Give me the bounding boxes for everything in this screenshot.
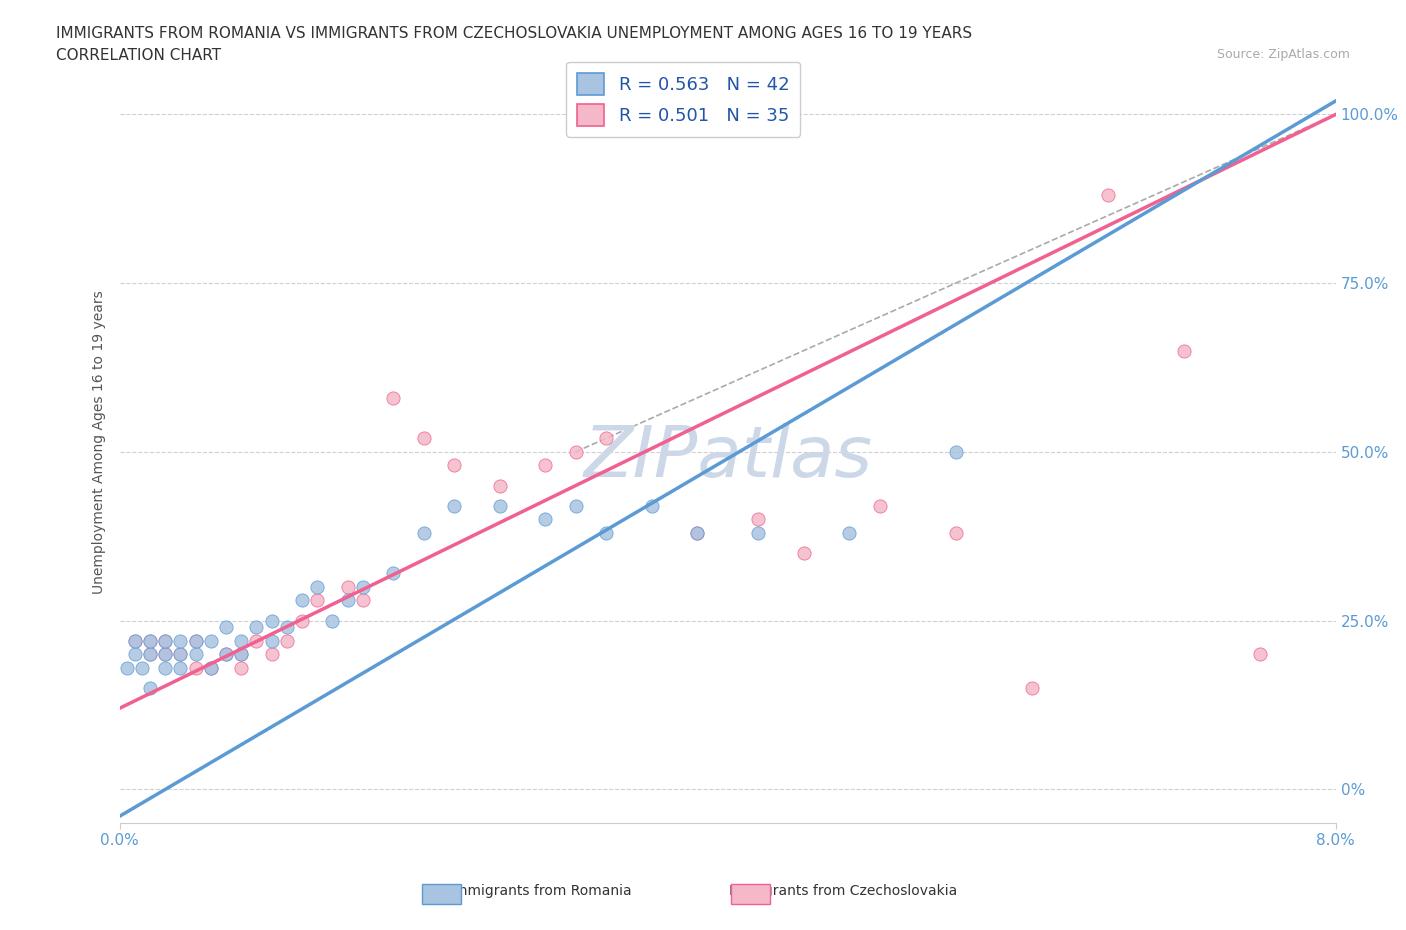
Text: CORRELATION CHART: CORRELATION CHART xyxy=(56,48,221,63)
Point xyxy=(153,647,176,662)
Point xyxy=(352,579,374,594)
Point xyxy=(488,498,510,513)
Point xyxy=(231,633,253,648)
Point xyxy=(184,633,207,648)
Text: ZIPatlas: ZIPatlas xyxy=(583,422,872,491)
Point xyxy=(231,647,253,662)
Point xyxy=(200,633,222,648)
Point xyxy=(1097,188,1119,203)
Point xyxy=(291,593,314,608)
Point xyxy=(321,613,343,628)
Point xyxy=(153,633,176,648)
Point xyxy=(169,633,191,648)
Text: Source: ZipAtlas.com: Source: ZipAtlas.com xyxy=(1216,48,1350,61)
Text: IMMIGRANTS FROM ROMANIA VS IMMIGRANTS FROM CZECHOSLOVAKIA UNEMPLOYMENT AMONG AGE: IMMIGRANTS FROM ROMANIA VS IMMIGRANTS FR… xyxy=(56,26,973,41)
Point xyxy=(307,593,329,608)
Point xyxy=(640,498,662,513)
Point xyxy=(139,681,162,696)
Point xyxy=(169,647,191,662)
Point xyxy=(200,660,222,675)
Point xyxy=(184,647,207,662)
Point xyxy=(534,512,557,526)
Point xyxy=(382,391,405,405)
Point xyxy=(139,647,162,662)
Point xyxy=(215,620,238,635)
Point xyxy=(291,613,314,628)
Point xyxy=(124,633,146,648)
Point xyxy=(686,525,709,540)
Point xyxy=(200,660,222,675)
Point xyxy=(336,579,359,594)
Point xyxy=(564,498,586,513)
Point xyxy=(1021,681,1043,696)
Point xyxy=(184,660,207,675)
Point xyxy=(352,593,374,608)
Point xyxy=(793,546,815,561)
Point xyxy=(945,525,967,540)
Point xyxy=(564,445,586,459)
Point xyxy=(382,566,405,581)
Point xyxy=(153,633,176,648)
Point xyxy=(276,620,298,635)
Point xyxy=(747,512,769,526)
Point xyxy=(260,647,283,662)
Point xyxy=(595,525,617,540)
Point xyxy=(869,498,891,513)
Point xyxy=(215,647,238,662)
Point xyxy=(169,647,191,662)
Point xyxy=(131,660,153,675)
Point xyxy=(838,525,860,540)
Point xyxy=(139,633,162,648)
Point xyxy=(443,458,465,472)
Point xyxy=(245,633,267,648)
Point xyxy=(1249,647,1271,662)
Point xyxy=(488,478,510,493)
Point xyxy=(139,647,162,662)
Point xyxy=(260,613,283,628)
Point xyxy=(686,525,709,540)
Legend: R = 0.563   N = 42, R = 0.501   N = 35: R = 0.563 N = 42, R = 0.501 N = 35 xyxy=(567,62,800,137)
Point xyxy=(231,660,253,675)
Point xyxy=(245,620,267,635)
Point xyxy=(747,525,769,540)
Point xyxy=(115,660,138,675)
Text: Immigrants from Romania: Immigrants from Romania xyxy=(450,884,633,898)
Point xyxy=(124,647,146,662)
Point xyxy=(260,633,283,648)
Point xyxy=(169,660,191,675)
Point xyxy=(443,498,465,513)
Y-axis label: Unemployment Among Ages 16 to 19 years: Unemployment Among Ages 16 to 19 years xyxy=(91,290,105,593)
Point xyxy=(215,647,238,662)
Point xyxy=(534,458,557,472)
Point xyxy=(412,525,434,540)
Point xyxy=(595,431,617,445)
Point xyxy=(153,647,176,662)
Point xyxy=(945,445,967,459)
Point xyxy=(336,593,359,608)
Point xyxy=(276,633,298,648)
Point xyxy=(1173,343,1195,358)
Point xyxy=(153,660,176,675)
Point xyxy=(307,579,329,594)
Point xyxy=(412,431,434,445)
Text: Immigrants from Czechoslovakia: Immigrants from Czechoslovakia xyxy=(730,884,957,898)
Point xyxy=(184,633,207,648)
Point xyxy=(231,647,253,662)
Point xyxy=(124,633,146,648)
Point xyxy=(139,633,162,648)
